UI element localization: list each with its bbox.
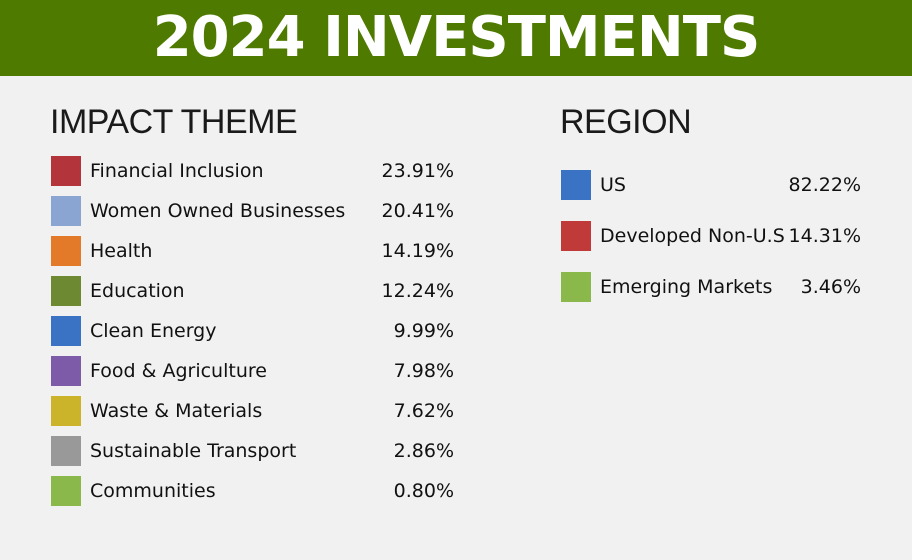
legend-label: Food & Agriculture	[90, 360, 267, 382]
legend-label: Education	[90, 280, 185, 302]
legend-swatch	[51, 156, 81, 186]
legend-swatch	[51, 356, 81, 386]
impact-theme-row: Financial Inclusion 23.91%	[51, 156, 454, 188]
legend-swatch	[561, 272, 591, 302]
impact-theme-row: Food & Agriculture 7.98%	[51, 356, 454, 388]
legend-value: 7.62%	[393, 400, 454, 422]
legend-swatch	[51, 316, 81, 346]
legend-label: Women Owned Businesses	[90, 200, 346, 222]
legend-value: 14.19%	[381, 240, 454, 262]
page-title: 2024 INVESTMENTS	[152, 5, 761, 70]
region-row: Emerging Markets 3.46%	[561, 272, 861, 304]
legend-swatch	[51, 196, 81, 226]
legend-value: 20.41%	[381, 200, 454, 222]
impact-theme-row: Communities 0.80%	[51, 476, 454, 508]
legend-label: Clean Energy	[90, 320, 217, 342]
legend-value: 2.86%	[393, 440, 454, 462]
impact-theme-row: Health 14.19%	[51, 236, 454, 268]
impact-theme-row: Waste & Materials 7.62%	[51, 396, 454, 428]
legend-swatch	[51, 236, 81, 266]
region-row: US 82.22%	[561, 170, 861, 202]
legend-label: Developed Non-U.S	[600, 225, 785, 247]
legend-swatch	[561, 170, 591, 200]
region-title: REGION	[560, 103, 692, 141]
legend-value: 7.98%	[393, 360, 454, 382]
legend-swatch	[51, 276, 81, 306]
impact-theme-row: Women Owned Businesses 20.41%	[51, 196, 454, 228]
impact-theme-row: Education 12.24%	[51, 276, 454, 308]
legend-swatch	[51, 476, 81, 506]
legend-swatch	[51, 396, 81, 426]
legend-label: Waste & Materials	[90, 400, 263, 422]
legend-value: 0.80%	[393, 480, 454, 502]
impact-theme-title: IMPACT THEME	[50, 103, 298, 141]
legend-label: Emerging Markets	[600, 276, 773, 298]
legend-value: 9.99%	[393, 320, 454, 342]
legend-value: 82.22%	[788, 174, 861, 196]
impact-theme-row: Sustainable Transport 2.86%	[51, 436, 454, 468]
legend-value: 23.91%	[381, 160, 454, 182]
legend-value: 12.24%	[381, 280, 454, 302]
region-row: Developed Non-U.S 14.31%	[561, 221, 861, 253]
header-banner: 2024 INVESTMENTS	[0, 0, 912, 76]
impact-theme-row: Clean Energy 9.99%	[51, 316, 454, 348]
legend-label: Health	[90, 240, 153, 262]
legend-swatch	[51, 436, 81, 466]
legend-label: Financial Inclusion	[90, 160, 264, 182]
legend-label: Sustainable Transport	[90, 440, 297, 462]
legend-swatch	[561, 221, 591, 251]
legend-value: 3.46%	[800, 276, 861, 298]
legend-label: US	[600, 174, 626, 196]
legend-label: Communities	[90, 480, 216, 502]
legend-value: 14.31%	[788, 225, 861, 247]
